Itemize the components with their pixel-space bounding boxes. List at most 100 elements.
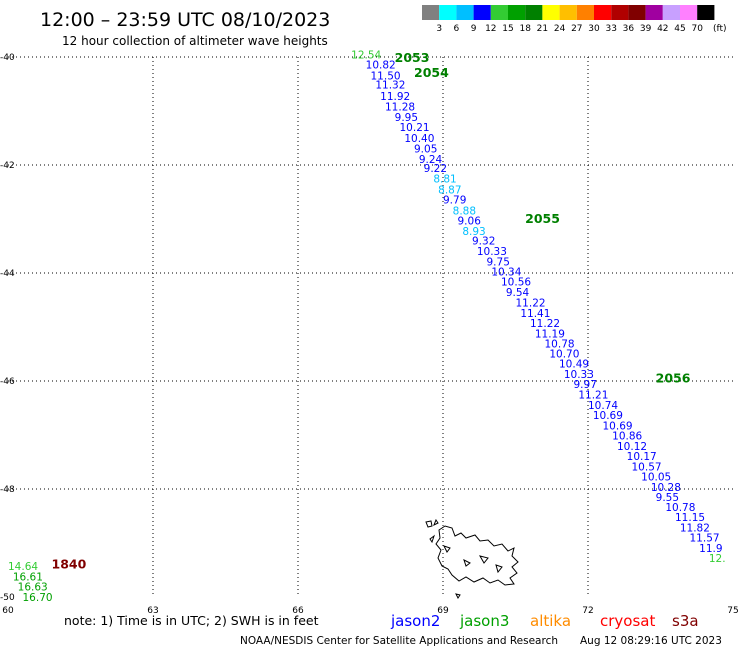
wave-height-point: 10.70 (549, 348, 579, 360)
wave-height-point: 11.15 (675, 512, 705, 524)
kerguelen-islands-coastline (425, 518, 519, 599)
x-tick-label: 69 (437, 606, 449, 616)
wave-height-point: 11.57 (690, 533, 720, 545)
colorbar-swatch (697, 5, 715, 20)
y-tick-label: -46 (0, 377, 15, 387)
x-tick-label: 60 (2, 606, 14, 616)
x-tick-label: 75 (727, 606, 738, 616)
wave-height-point: 11.19 (535, 328, 565, 340)
x-tick-label: 66 (292, 606, 304, 616)
pass-number-label: 2053 (395, 50, 430, 65)
colorbar-swatch (594, 5, 612, 20)
wave-height-colorbar: 3 6 9 12 15 18 21 24 27 30 33 36 39 42 45 70 (422, 5, 715, 34)
colorbar-label: 33 (605, 24, 616, 34)
colorbar-swatch (456, 5, 474, 20)
wave-height-point: 10.17 (627, 451, 657, 463)
satellite-legend-altika: altika (530, 612, 571, 630)
colorbar-swatch (559, 5, 577, 20)
wave-height-point: 10.86 (612, 431, 642, 443)
wave-height-point: 8.88 (453, 205, 476, 217)
colorbar-swatch (645, 5, 663, 20)
colorbar-swatch (422, 5, 440, 20)
wave-height-point: 9.75 (487, 257, 510, 269)
colorbar-label: 30 (588, 24, 600, 34)
colorbar-swatch (662, 5, 680, 20)
wave-height-point: 11.21 (578, 390, 608, 402)
satellite-legend-jason3: jason3 (459, 612, 509, 630)
wave-height-point: 10.40 (404, 133, 434, 145)
colorbar-swatch (490, 5, 508, 20)
wave-height-point: 8.87 (438, 184, 461, 196)
wave-height-point: 16.63 (18, 582, 48, 594)
pass-number-label: 2054 (414, 65, 449, 80)
satellite-legend-jason2: jason2 (390, 612, 440, 630)
pass-number-label: 2055 (525, 211, 560, 226)
wave-height-point: 10.82 (366, 60, 396, 72)
wave-height-point: 10.69 (593, 410, 623, 422)
wave-height-point: 10.56 (501, 277, 531, 289)
footer-credit: NOAA/NESDIS Center for Satellite Applica… (240, 635, 558, 647)
colorbar-label: 42 (657, 24, 668, 34)
wave-height-point: 9.55 (656, 492, 679, 504)
y-tick-label: -50 (0, 593, 15, 603)
colorbar-swatch (439, 5, 457, 20)
wave-height-point: 8.93 (462, 226, 485, 238)
colorbar-label: 9 (471, 24, 477, 34)
satellite-legend-cryosat: cryosat (600, 612, 655, 630)
colorbar-label: 39 (640, 24, 652, 34)
wave-height-point: 11.82 (680, 522, 710, 534)
wave-height-point: 11.28 (385, 102, 415, 114)
colorbar-swatch (473, 5, 491, 20)
colorbar-swatch (628, 5, 646, 20)
wave-height-point: 10.33 (564, 369, 594, 381)
wave-height-point: 10.74 (588, 400, 618, 412)
wave-height-point: 11.92 (380, 91, 410, 103)
wave-height-point: 9.95 (395, 112, 418, 124)
wave-height-point: 11.22 (530, 318, 560, 330)
wave-height-point: 11.9 (699, 543, 722, 555)
wave-height-point: 16.70 (23, 592, 53, 604)
wave-height-point: 10.33 (477, 246, 507, 258)
wave-height-point: 11.32 (375, 80, 405, 92)
footer-note: note: 1) Time is in UTC; 2) SWH is in fe… (64, 613, 319, 628)
y-tick-label: -48 (0, 485, 15, 495)
wave-height-point: 10.69 (603, 420, 633, 432)
colorbar-swatch (508, 5, 526, 20)
x-tick-label: 72 (582, 606, 593, 616)
y-tick-label: -42 (0, 161, 15, 171)
colorbar-label: 6 (454, 24, 460, 34)
wave-height-point: 10.21 (400, 122, 430, 134)
colorbar-label: 45 (674, 24, 685, 34)
wave-height-point: 9.54 (506, 287, 530, 299)
y-tick-label: -44 (0, 269, 15, 279)
satellite-legend-s3a: s3a (672, 612, 699, 630)
colorbar-swatch (680, 5, 698, 20)
colorbar-swatch (542, 5, 560, 20)
pass-number-label: 2056 (656, 370, 691, 385)
wave-height-point: 10.05 (641, 472, 671, 484)
colorbar-label: 21 (537, 24, 548, 34)
colorbar-swatch (576, 5, 594, 20)
colorbar-label: 24 (554, 24, 566, 34)
wave-height-point: 14.64 (8, 561, 38, 573)
colorbar-label: 18 (519, 24, 531, 34)
wave-height-point: 9.06 (458, 216, 482, 228)
colorbar-unit: (ft) (713, 24, 727, 34)
colorbar-swatch (525, 5, 543, 20)
colorbar-swatch (611, 5, 629, 20)
wave-height-point: 9.32 (472, 236, 495, 248)
wave-height-point: 9.79 (443, 195, 466, 207)
footer-timestamp: Aug 12 08:29:16 UTC 2023 (580, 635, 722, 647)
wave-height-labels: 12.5410.8211.5011.3211.9211.289.9510.211… (8, 49, 726, 604)
wave-height-point: 9.05 (414, 143, 437, 155)
wave-height-point: 16.61 (13, 571, 43, 583)
wave-height-point: 10.78 (545, 339, 575, 351)
wave-height-point: 9.22 (424, 163, 447, 175)
wave-height-point: 10.57 (632, 461, 662, 473)
colorbar-label: 27 (571, 24, 582, 34)
axis-tick-labels: 60 63 66 69 72 75 -40 -42 -44 -46 -48 -50 (0, 53, 739, 616)
wave-height-point: 12.54 (351, 49, 381, 61)
colorbar-label: 36 (623, 24, 635, 34)
